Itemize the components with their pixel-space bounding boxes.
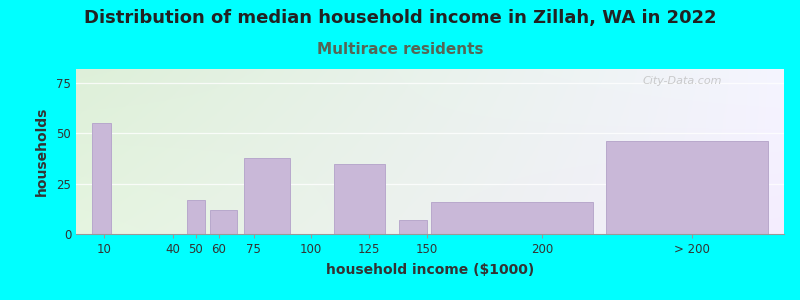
Bar: [210, 210, 238, 234]
Bar: [606, 141, 768, 234]
Text: City-Data.com: City-Data.com: [642, 76, 722, 85]
Bar: [431, 202, 593, 234]
Bar: [92, 123, 110, 234]
Bar: [334, 164, 385, 234]
Bar: [399, 220, 426, 234]
Y-axis label: households: households: [35, 107, 50, 196]
Bar: [186, 200, 205, 234]
Text: Distribution of median household income in Zillah, WA in 2022: Distribution of median household income …: [84, 9, 716, 27]
Text: Multirace residents: Multirace residents: [317, 42, 483, 57]
Bar: [244, 158, 290, 234]
X-axis label: household income ($1000): household income ($1000): [326, 263, 534, 277]
